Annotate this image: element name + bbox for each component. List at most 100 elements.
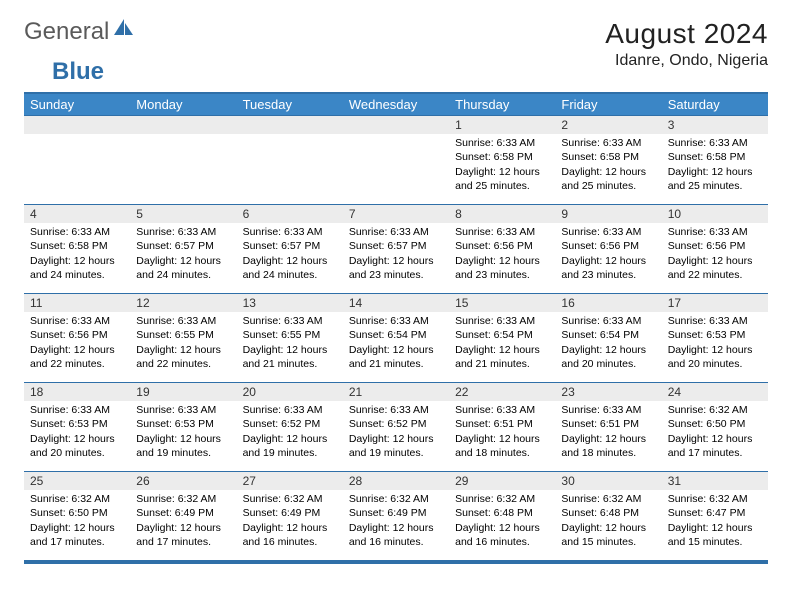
day-cell: 22Sunrise: 6:33 AMSunset: 6:51 PMDayligh… [449,383,555,471]
day-number: 20 [237,383,343,401]
day-cell: 5Sunrise: 6:33 AMSunset: 6:57 PMDaylight… [130,205,236,293]
day-info: Sunrise: 6:33 AMSunset: 6:52 PMDaylight:… [343,401,449,464]
day-cell [24,116,130,204]
day-info: Sunrise: 6:32 AMSunset: 6:49 PMDaylight:… [343,490,449,553]
day-cell: 31Sunrise: 6:32 AMSunset: 6:47 PMDayligh… [662,472,768,560]
day-number: 2 [555,116,661,134]
day-cell: 1Sunrise: 6:33 AMSunset: 6:58 PMDaylight… [449,116,555,204]
day-cell: 4Sunrise: 6:33 AMSunset: 6:58 PMDaylight… [24,205,130,293]
day-number: 7 [343,205,449,223]
day-number: 27 [237,472,343,490]
day-cell: 26Sunrise: 6:32 AMSunset: 6:49 PMDayligh… [130,472,236,560]
day-cell [237,116,343,204]
day-info: Sunrise: 6:33 AMSunset: 6:53 PMDaylight:… [24,401,130,464]
day-header-wednesday: Wednesday [343,94,449,115]
day-info: Sunrise: 6:33 AMSunset: 6:58 PMDaylight:… [555,134,661,197]
day-number: 22 [449,383,555,401]
day-info: Sunrise: 6:33 AMSunset: 6:58 PMDaylight:… [449,134,555,197]
day-number: 26 [130,472,236,490]
day-info: Sunrise: 6:32 AMSunset: 6:48 PMDaylight:… [449,490,555,553]
day-info: Sunrise: 6:33 AMSunset: 6:57 PMDaylight:… [343,223,449,286]
day-header-sunday: Sunday [24,94,130,115]
day-number: 4 [24,205,130,223]
day-cell: 27Sunrise: 6:32 AMSunset: 6:49 PMDayligh… [237,472,343,560]
day-cell [343,116,449,204]
day-cell: 16Sunrise: 6:33 AMSunset: 6:54 PMDayligh… [555,294,661,382]
day-cell: 9Sunrise: 6:33 AMSunset: 6:56 PMDaylight… [555,205,661,293]
day-info: Sunrise: 6:32 AMSunset: 6:48 PMDaylight:… [555,490,661,553]
day-cell: 2Sunrise: 6:33 AMSunset: 6:58 PMDaylight… [555,116,661,204]
day-info: Sunrise: 6:33 AMSunset: 6:51 PMDaylight:… [555,401,661,464]
day-cell: 17Sunrise: 6:33 AMSunset: 6:53 PMDayligh… [662,294,768,382]
day-cell: 30Sunrise: 6:32 AMSunset: 6:48 PMDayligh… [555,472,661,560]
day-number: 18 [24,383,130,401]
day-cell: 23Sunrise: 6:33 AMSunset: 6:51 PMDayligh… [555,383,661,471]
day-number: 3 [662,116,768,134]
day-number: 21 [343,383,449,401]
day-header-row: Sunday Monday Tuesday Wednesday Thursday… [24,94,768,115]
day-cell: 11Sunrise: 6:33 AMSunset: 6:56 PMDayligh… [24,294,130,382]
day-cell: 19Sunrise: 6:33 AMSunset: 6:53 PMDayligh… [130,383,236,471]
day-cell: 14Sunrise: 6:33 AMSunset: 6:54 PMDayligh… [343,294,449,382]
day-number: 6 [237,205,343,223]
day-number: 28 [343,472,449,490]
day-info: Sunrise: 6:33 AMSunset: 6:52 PMDaylight:… [237,401,343,464]
day-cell: 20Sunrise: 6:33 AMSunset: 6:52 PMDayligh… [237,383,343,471]
day-info: Sunrise: 6:33 AMSunset: 6:53 PMDaylight:… [662,312,768,375]
day-header-monday: Monday [130,94,236,115]
day-info: Sunrise: 6:33 AMSunset: 6:51 PMDaylight:… [449,401,555,464]
day-number: 8 [449,205,555,223]
day-cell: 29Sunrise: 6:32 AMSunset: 6:48 PMDayligh… [449,472,555,560]
day-number [237,116,343,134]
day-cell [130,116,236,204]
day-cell: 7Sunrise: 6:33 AMSunset: 6:57 PMDaylight… [343,205,449,293]
day-number: 14 [343,294,449,312]
day-number: 29 [449,472,555,490]
calendar-bottom-border [24,560,768,564]
day-cell: 18Sunrise: 6:33 AMSunset: 6:53 PMDayligh… [24,383,130,471]
day-info: Sunrise: 6:33 AMSunset: 6:56 PMDaylight:… [662,223,768,286]
day-cell: 10Sunrise: 6:33 AMSunset: 6:56 PMDayligh… [662,205,768,293]
day-info: Sunrise: 6:33 AMSunset: 6:58 PMDaylight:… [24,223,130,286]
day-cell: 15Sunrise: 6:33 AMSunset: 6:54 PMDayligh… [449,294,555,382]
day-info: Sunrise: 6:32 AMSunset: 6:49 PMDaylight:… [130,490,236,553]
day-info: Sunrise: 6:33 AMSunset: 6:56 PMDaylight:… [555,223,661,286]
day-number: 23 [555,383,661,401]
calendar: Sunday Monday Tuesday Wednesday Thursday… [24,92,768,564]
day-cell: 21Sunrise: 6:33 AMSunset: 6:52 PMDayligh… [343,383,449,471]
day-header-tuesday: Tuesday [237,94,343,115]
day-info: Sunrise: 6:33 AMSunset: 6:58 PMDaylight:… [662,134,768,197]
day-info: Sunrise: 6:32 AMSunset: 6:50 PMDaylight:… [24,490,130,553]
day-number: 15 [449,294,555,312]
day-info: Sunrise: 6:33 AMSunset: 6:56 PMDaylight:… [449,223,555,286]
day-header-thursday: Thursday [449,94,555,115]
day-number: 9 [555,205,661,223]
day-number: 10 [662,205,768,223]
day-number: 30 [555,472,661,490]
day-info: Sunrise: 6:33 AMSunset: 6:57 PMDaylight:… [130,223,236,286]
logo-text-blue: Blue [52,58,104,85]
weeks-container: 1Sunrise: 6:33 AMSunset: 6:58 PMDaylight… [24,115,768,560]
day-number: 1 [449,116,555,134]
week-row: 11Sunrise: 6:33 AMSunset: 6:56 PMDayligh… [24,293,768,382]
day-info: Sunrise: 6:33 AMSunset: 6:56 PMDaylight:… [24,312,130,375]
day-info: Sunrise: 6:33 AMSunset: 6:55 PMDaylight:… [130,312,236,375]
day-header-saturday: Saturday [662,94,768,115]
day-number: 13 [237,294,343,312]
day-number: 16 [555,294,661,312]
day-info: Sunrise: 6:33 AMSunset: 6:54 PMDaylight:… [449,312,555,375]
day-number: 24 [662,383,768,401]
day-info: Sunrise: 6:33 AMSunset: 6:54 PMDaylight:… [555,312,661,375]
day-cell: 24Sunrise: 6:32 AMSunset: 6:50 PMDayligh… [662,383,768,471]
day-cell: 13Sunrise: 6:33 AMSunset: 6:55 PMDayligh… [237,294,343,382]
day-cell: 8Sunrise: 6:33 AMSunset: 6:56 PMDaylight… [449,205,555,293]
day-number [343,116,449,134]
day-info: Sunrise: 6:33 AMSunset: 6:57 PMDaylight:… [237,223,343,286]
logo-sail-icon [113,17,135,42]
day-number: 5 [130,205,236,223]
day-info: Sunrise: 6:33 AMSunset: 6:53 PMDaylight:… [130,401,236,464]
day-cell: 12Sunrise: 6:33 AMSunset: 6:55 PMDayligh… [130,294,236,382]
day-info: Sunrise: 6:32 AMSunset: 6:49 PMDaylight:… [237,490,343,553]
day-number: 17 [662,294,768,312]
day-cell: 25Sunrise: 6:32 AMSunset: 6:50 PMDayligh… [24,472,130,560]
